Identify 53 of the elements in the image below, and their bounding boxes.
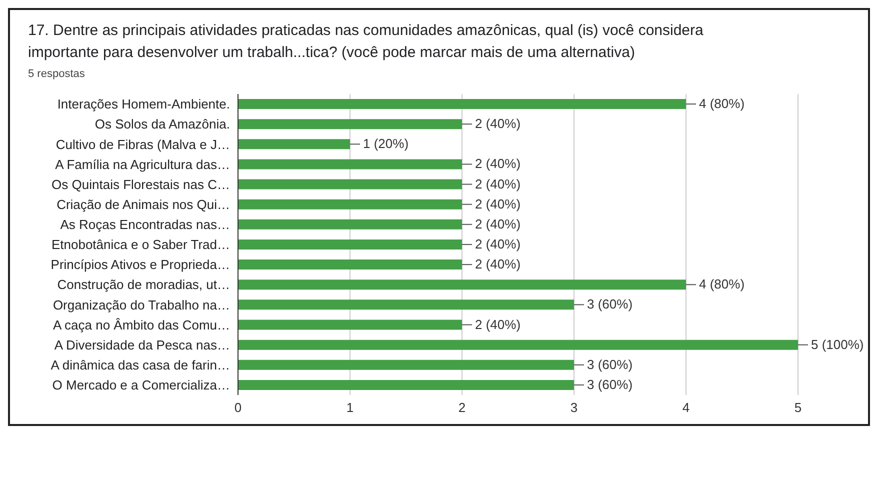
x-tick-label: 2 <box>458 400 466 416</box>
data-label: 4 (80%) <box>699 276 745 292</box>
y-tick-label: Etnobotânica e o Saber Trad… <box>51 237 230 252</box>
data-label: 2 (40%) <box>475 116 521 132</box>
data-label: 2 (40%) <box>475 236 521 252</box>
bar <box>238 360 574 370</box>
data-label: 3 (60%) <box>587 296 633 312</box>
bar <box>238 320 462 330</box>
data-label: 1 (20%) <box>363 136 409 152</box>
y-tick-label: Criação de Animais nos Qui… <box>56 196 230 212</box>
chart-title: 17. Dentre as principais atividades praticadas nas comunidades amazônicas, qual (is) você considera importante para desenvolver um trabalh...tica? (você pode marcar mais de uma alternativa) <box>27 21 704 63</box>
data-label: 4 (80%) <box>699 96 745 112</box>
data-label: 5 (100%) <box>811 336 864 352</box>
x-tick-label: 1 <box>346 400 354 416</box>
bar <box>238 119 462 130</box>
data-label: 2 (40%) <box>475 256 521 272</box>
bar <box>238 159 462 170</box>
data-label: 2 (40%) <box>475 176 521 192</box>
data-label: 2 (40%) <box>475 156 521 172</box>
bar <box>238 260 462 270</box>
data-label: 2 (40%) <box>475 216 521 232</box>
x-tick-label: 5 <box>794 400 802 416</box>
bar <box>238 280 686 290</box>
bar <box>238 300 574 310</box>
x-tick-label: 3 <box>570 400 578 416</box>
x-tick-label: 0 <box>234 400 242 416</box>
y-tick-label: Cultivo de Fibras (Malva e J… <box>56 136 230 152</box>
y-tick-label: Construção de moradias, ut… <box>57 277 230 292</box>
data-label: 3 (60%) <box>587 356 633 372</box>
data-label: 2 (40%) <box>475 196 521 212</box>
y-tick-label: Os Solos da Amazônia. <box>94 116 230 132</box>
bar <box>238 340 798 350</box>
x-tick-label: 4 <box>682 400 690 416</box>
bar <box>238 199 462 210</box>
y-tick-label: O Mercado e a Comercializa… <box>52 378 230 393</box>
y-tick-label: Interações Homem-Ambiente. <box>57 96 230 112</box>
y-tick-label: A Família na Agricultura das… <box>55 156 230 172</box>
bar <box>238 219 462 230</box>
bar <box>238 139 350 150</box>
y-tick-label: A Diversidade da Pesca nas… <box>54 337 230 352</box>
y-tick-label: Os Quintais Florestais nas C… <box>52 176 230 192</box>
bar <box>238 239 462 250</box>
y-tick-label: As Roças Encontradas nas… <box>60 217 230 232</box>
y-tick-label: A dinâmica das casa de farin… <box>50 358 230 373</box>
bar <box>238 179 462 190</box>
y-tick-label: Princípios Ativos e Proprieda… <box>50 257 230 272</box>
y-tick-label: Organização do Trabalho na… <box>52 297 230 312</box>
bar <box>238 380 574 390</box>
bar <box>238 99 686 110</box>
y-tick-label: A caça no Âmbito das Comu… <box>52 317 230 332</box>
data-label: 3 (60%) <box>587 376 633 392</box>
data-label: 2 (40%) <box>475 316 521 332</box>
text: 5 respostas <box>27 67 86 82</box>
